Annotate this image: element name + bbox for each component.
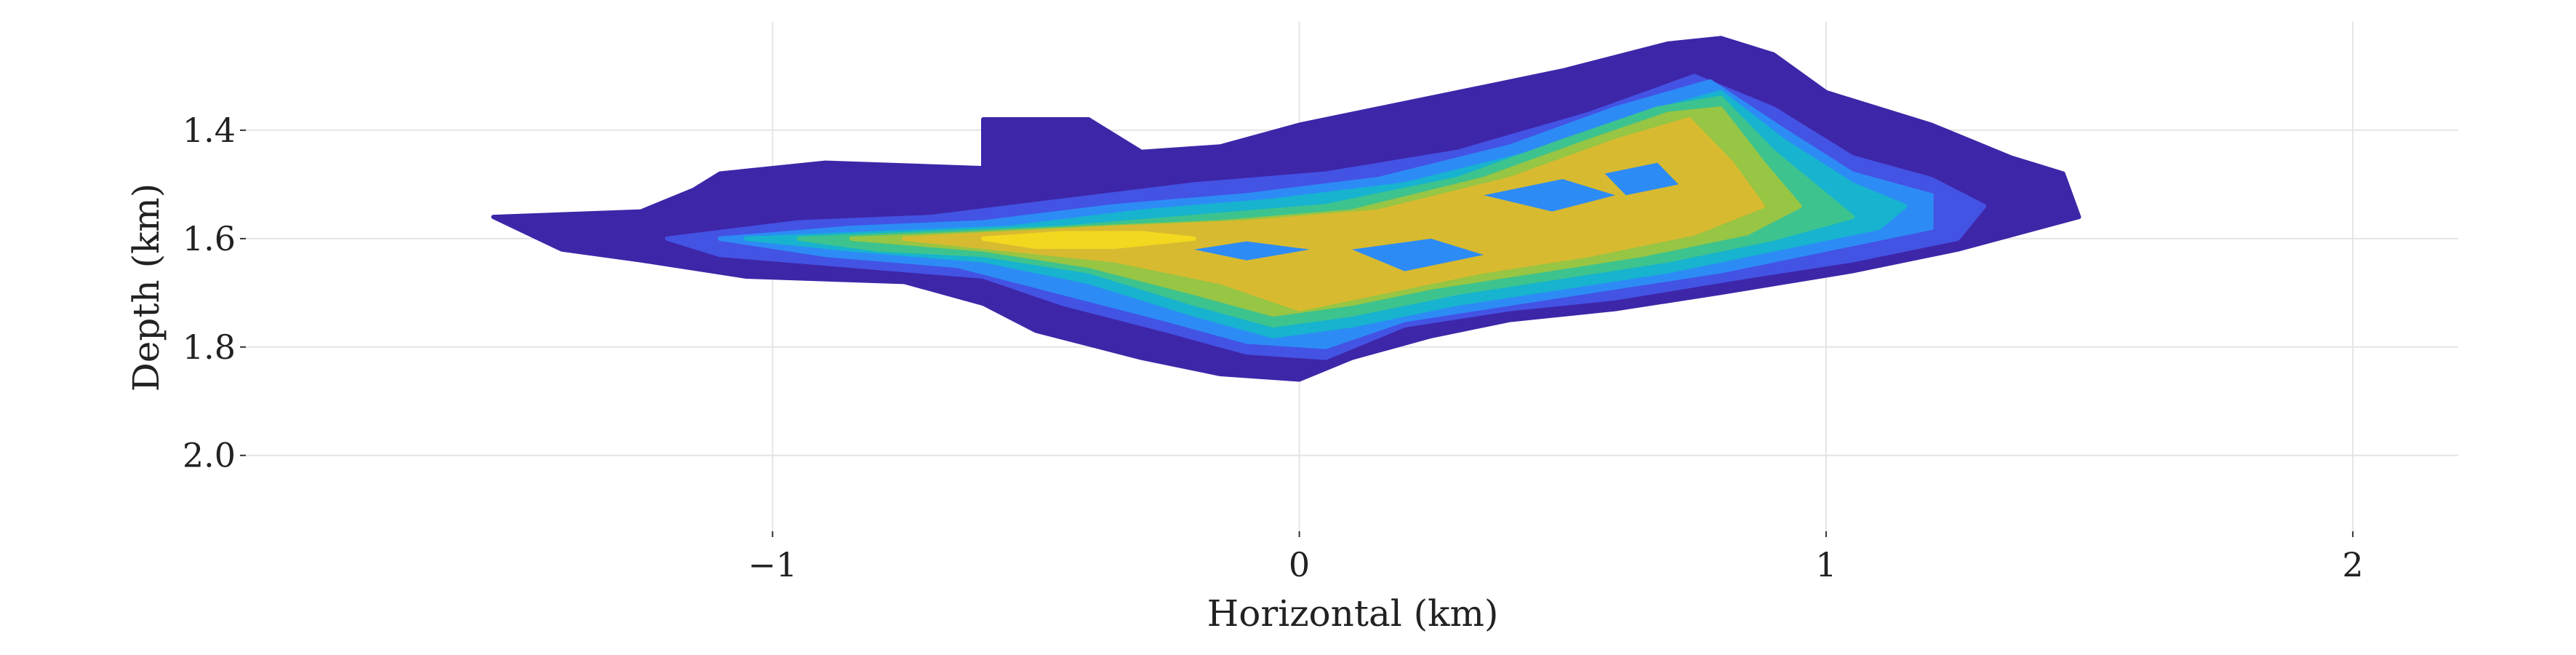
x-axis-ticks: −1 0 1 2: [748, 531, 2364, 584]
contour-level-8: [981, 231, 1196, 249]
y-tick-label: 1.8: [183, 328, 236, 367]
contour-pocket: [1352, 238, 1484, 271]
y-axis-label: Depth (km): [125, 183, 167, 392]
contour-pocket: [1484, 179, 1616, 212]
y-tick-label: 1.4: [183, 111, 236, 150]
contour-pocket: [1193, 241, 1311, 261]
contour-level-7: [902, 117, 1765, 311]
y-tick-label: 1.6: [183, 219, 236, 258]
x-tick-label: 2: [2343, 545, 2364, 584]
x-tick-label: 0: [1289, 545, 1310, 584]
x-tick-label: −1: [748, 545, 797, 584]
contour-pocket: [1604, 162, 1679, 196]
x-tick-label: 1: [1815, 545, 1836, 584]
y-axis-ticks: 1.4 1.6 1.8 2.0: [183, 111, 246, 475]
plot-area: [491, 36, 2081, 382]
x-axis-label: Horizontal (km): [1207, 592, 1499, 635]
y-tick-label: 2.0: [183, 436, 236, 475]
